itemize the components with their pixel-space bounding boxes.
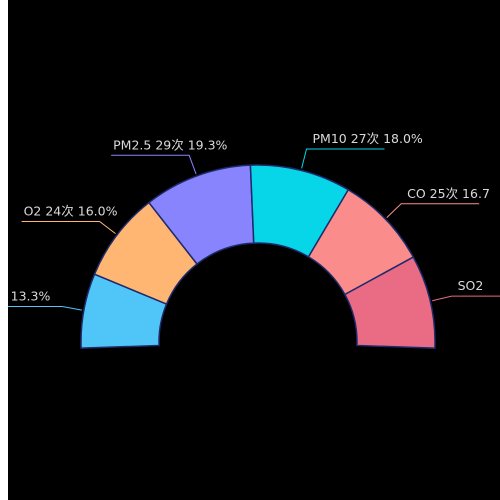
slice-so2[interactable]: [343, 256, 436, 349]
slice-label: PM2.5 29次 19.3%: [113, 137, 227, 152]
leader-line: [301, 148, 385, 169]
labels-group: 0次 13.3% O2 24次 16.0% PM2.5 29次 19.3% PM10 …: [8, 131, 490, 304]
leader-line: [111, 154, 197, 175]
slices-group: [80, 164, 436, 349]
leader-line: [8, 306, 82, 311]
leader-line: [386, 203, 480, 219]
slice-label: PM10 27次 18.0%: [313, 131, 423, 146]
leader-lines-group: [8, 148, 500, 311]
slice-label: O2 24次 16.0%: [24, 204, 118, 219]
slice-label: 0次 13.3%: [8, 289, 50, 304]
leader-line: [432, 295, 500, 302]
half-donut-chart: 0次 13.3% O2 24次 16.0% PM2.5 29次 19.3% PM10 …: [8, 131, 500, 349]
leader-line: [21, 221, 116, 235]
slice-label: SO2: [458, 278, 484, 293]
slice-label: CO 25次 16.7: [407, 186, 490, 201]
chart-canvas: 0次 13.3% O2 24次 16.0% PM2.5 29次 19.3% PM10 …: [8, 0, 500, 500]
